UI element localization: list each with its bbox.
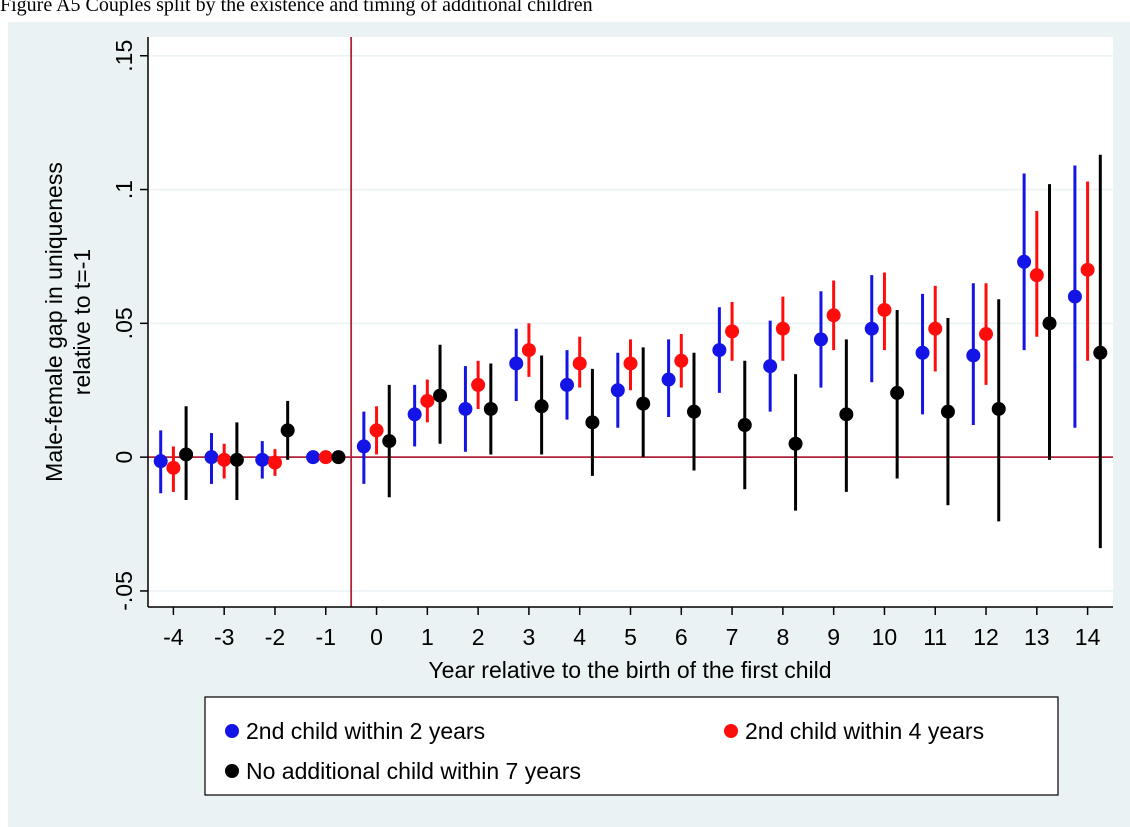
x-tick-label: -1 [316,624,336,650]
point [1067,289,1082,304]
marks [148,37,1113,607]
point [509,356,524,371]
x-tick-label: 12 [973,624,999,650]
legend-marker [225,764,239,778]
point [725,324,740,339]
point [560,377,575,392]
point [318,450,333,465]
point [788,436,803,451]
point [153,454,168,469]
x-tick-label: 7 [726,624,739,650]
x-tick-label: 2 [472,624,485,650]
point [217,452,232,467]
point [712,343,727,358]
x-axis-label: Year relative to the birth of the first … [428,657,831,683]
point [204,450,219,465]
point [1017,254,1032,269]
caption: Figure A5 Couples split by the existence… [0,0,593,16]
x-tick-label: 4 [573,624,586,650]
point [458,401,473,416]
point [674,353,689,368]
x-tick-label: -3 [214,624,234,650]
point [686,404,701,419]
x-tick-label: 11 [923,624,947,650]
y-tick-label: .15 [111,40,137,72]
point [928,321,943,336]
point [1080,262,1095,277]
point [991,401,1006,416]
point [826,308,841,323]
point [966,348,981,363]
point [369,423,384,438]
point [915,345,930,360]
x-tick-label: -2 [265,624,285,650]
legend-label: 2nd child within 2 years [246,718,485,744]
y-tick-label: .1 [111,180,137,199]
point [585,415,600,430]
x-tick-label: 6 [675,624,688,650]
point [610,383,625,398]
point [737,418,752,433]
x-tick-label: 3 [523,624,536,650]
y-axis-label: Male-female gap in uniqueness [41,162,67,482]
point [890,385,905,400]
legend [204,696,1059,796]
point [420,393,435,408]
point [763,359,778,374]
legend-label: No additional child within 7 years [246,758,581,784]
point [661,372,676,387]
x-tick-label: 1 [421,624,434,650]
point [979,327,994,342]
point [877,302,892,317]
point [382,434,397,449]
point [636,396,651,411]
x-tick-label: -4 [163,624,184,650]
x-tick-label: 8 [776,624,789,650]
point [280,423,295,438]
point [179,447,194,462]
y-tick-label: 0 [111,451,137,464]
y-axis-label: relative to t=-1 [69,249,95,395]
legend-label: 2nd child within 4 years [745,718,984,744]
x-tick-label: 14 [1075,624,1101,650]
y-tick-label: .05 [111,307,137,339]
point [471,377,486,392]
point [255,452,270,467]
y-tick-label: -.05 [111,571,137,611]
point [839,407,854,422]
x-tick-label: 0 [370,624,383,650]
x-tick-label: 5 [624,624,637,650]
point [521,343,536,358]
x-tick-label: 13 [1024,624,1050,650]
point [775,321,790,336]
point [166,460,181,475]
point [229,452,244,467]
point [331,450,346,465]
point [534,399,549,414]
point [572,356,587,371]
point [1029,268,1044,283]
point [940,404,955,419]
point [356,439,371,454]
point [267,455,282,470]
point [623,356,638,371]
point [407,407,422,422]
point [483,401,498,416]
point [864,321,879,336]
x-tick-label: 10 [872,624,898,650]
legend-marker [225,724,239,738]
point [1042,316,1057,331]
plot-background [148,37,1113,607]
point [306,450,321,465]
point [813,332,828,347]
x-tick-label: 9 [827,624,840,650]
point [433,388,448,403]
point [1093,345,1108,360]
legend-marker [724,724,738,738]
